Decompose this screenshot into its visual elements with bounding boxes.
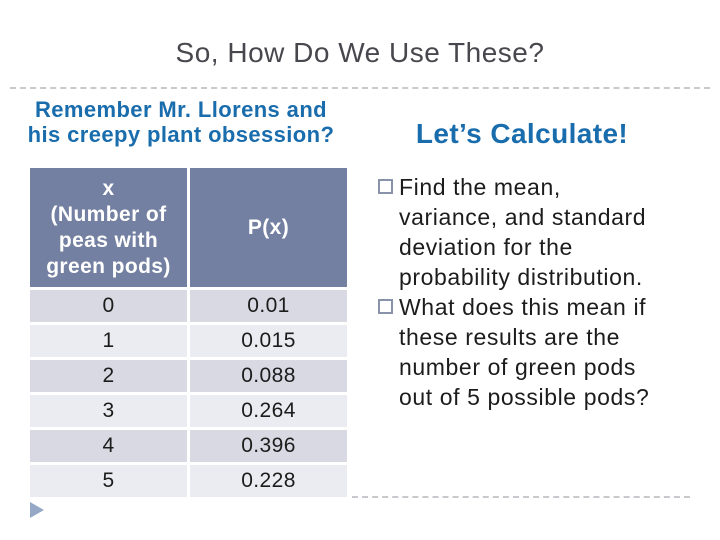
table-cell-x-5: 5	[30, 465, 187, 497]
bullet-text-2: What does this mean if these results are…	[399, 294, 650, 410]
bullet-list: Find the mean, variance, and standard de…	[378, 172, 678, 412]
probability-table: x (Number of peas with green pods) P(x) …	[30, 168, 347, 497]
square-bullet-icon	[378, 179, 393, 194]
left-heading-line-1: Remember Mr. Llorens and	[34, 97, 327, 122]
table-cell-x-3: 3	[30, 395, 187, 427]
list-item: What does this mean if these results are…	[378, 292, 678, 412]
table-header-x-description: (Number of peas with green pods)	[46, 202, 171, 278]
table-header-px: P(x)	[190, 168, 347, 287]
square-bullet-icon	[378, 299, 393, 314]
table-cell-px-0: 0.01	[190, 290, 347, 322]
list-item: Find the mean, variance, and standard de…	[378, 172, 678, 292]
left-heading: Remember Mr. Llorens and his creepy plan…	[0, 97, 362, 147]
bullet-text-1: Find the mean, variance, and standard de…	[399, 174, 647, 290]
table-cell-px-4: 0.396	[190, 430, 347, 462]
right-heading: Let’s Calculate!	[415, 118, 629, 149]
table-cell-px-3: 0.264	[190, 395, 347, 427]
table-cell-x-4: 4	[30, 430, 187, 462]
slide-title: So, How Do We Use These?	[175, 37, 545, 68]
left-heading-line-2: his creepy plant obsession?	[27, 122, 335, 147]
table-header-x: x (Number of peas with green pods)	[30, 168, 187, 287]
table-cell-x-1: 1	[30, 325, 187, 357]
table-header-x-symbol: x	[102, 176, 115, 200]
play-triangle-icon	[30, 502, 44, 518]
title-divider-dashed-line	[10, 87, 710, 89]
table-cell-px-1: 0.015	[190, 325, 347, 357]
table-cell-x-0: 0	[30, 290, 187, 322]
table-cell-px-2: 0.088	[190, 360, 347, 392]
footer-divider-dashed-line	[352, 496, 690, 498]
table-cell-px-5: 0.228	[190, 465, 347, 497]
table-cell-x-2: 2	[30, 360, 187, 392]
